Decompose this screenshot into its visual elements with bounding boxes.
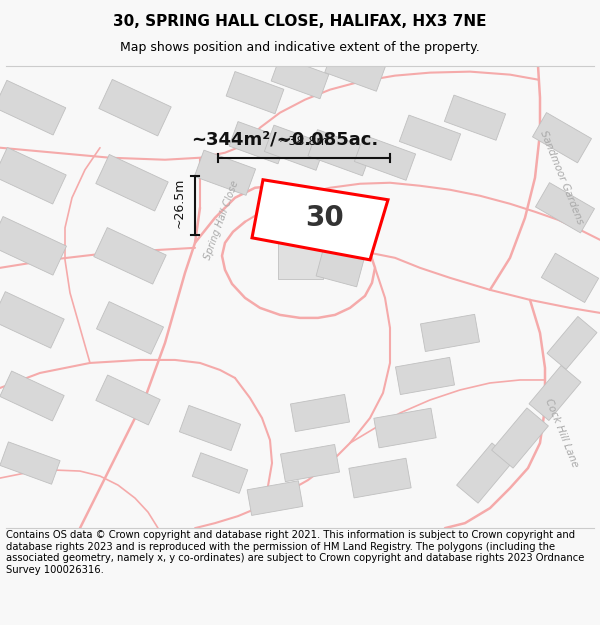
Polygon shape <box>96 154 168 211</box>
Polygon shape <box>355 135 416 180</box>
Polygon shape <box>445 95 506 140</box>
Polygon shape <box>0 371 64 421</box>
Text: Map shows position and indicative extent of the property.: Map shows position and indicative extent… <box>120 41 480 54</box>
Polygon shape <box>395 357 455 394</box>
Polygon shape <box>290 394 350 432</box>
Polygon shape <box>0 148 66 204</box>
Text: Contains OS data © Crown copyright and database right 2021. This information is : Contains OS data © Crown copyright and d… <box>6 530 584 575</box>
Polygon shape <box>280 444 340 482</box>
Text: Spring Hall Close: Spring Hall Close <box>203 179 241 261</box>
Polygon shape <box>247 481 303 516</box>
Polygon shape <box>0 216 67 275</box>
Polygon shape <box>192 452 248 493</box>
Polygon shape <box>541 253 599 302</box>
Polygon shape <box>179 406 241 451</box>
Polygon shape <box>99 79 171 136</box>
Polygon shape <box>349 458 411 498</box>
Text: ~26.5m: ~26.5m <box>173 178 185 229</box>
Polygon shape <box>94 228 166 284</box>
Polygon shape <box>97 302 164 354</box>
Polygon shape <box>532 112 592 163</box>
Polygon shape <box>0 442 60 484</box>
Polygon shape <box>229 122 287 164</box>
Text: Cock Hill Lane: Cock Hill Lane <box>544 397 580 469</box>
Polygon shape <box>547 316 597 369</box>
Polygon shape <box>0 292 64 348</box>
Polygon shape <box>265 125 326 170</box>
Polygon shape <box>400 115 461 160</box>
Polygon shape <box>316 249 364 287</box>
Text: Sandmoor Gardens: Sandmoor Gardens <box>539 129 586 226</box>
Polygon shape <box>421 314 479 351</box>
Polygon shape <box>491 408 548 468</box>
Polygon shape <box>374 408 436 448</box>
Polygon shape <box>271 56 329 99</box>
Polygon shape <box>308 129 372 176</box>
Polygon shape <box>194 150 256 196</box>
Text: ~38.8m: ~38.8m <box>279 135 329 148</box>
Text: 30, SPRING HALL CLOSE, HALIFAX, HX3 7NE: 30, SPRING HALL CLOSE, HALIFAX, HX3 7NE <box>113 14 487 29</box>
Polygon shape <box>457 443 514 503</box>
Polygon shape <box>226 71 284 114</box>
Text: 30: 30 <box>305 204 344 232</box>
Polygon shape <box>277 241 323 279</box>
Polygon shape <box>252 180 388 260</box>
Polygon shape <box>529 366 581 421</box>
Polygon shape <box>325 48 385 91</box>
Text: ~344m²/~0.085ac.: ~344m²/~0.085ac. <box>191 131 379 149</box>
Polygon shape <box>0 80 66 135</box>
Polygon shape <box>96 375 160 425</box>
Polygon shape <box>535 182 595 233</box>
